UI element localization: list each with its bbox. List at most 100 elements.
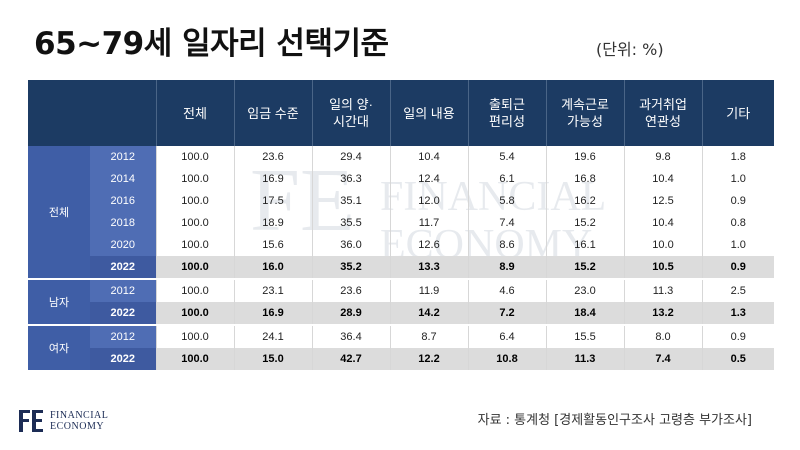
source-note: 자료 : 통계청 [경제활동인구조사 고령층 부가조사] [477, 413, 752, 428]
value-cell: 7.2 [467, 302, 546, 326]
column-header: 일의 내용 [389, 80, 468, 146]
value-cell: 23.1 [233, 279, 312, 302]
value-cell: 100.0 [155, 279, 234, 302]
table-row: 2022 100.0 16.9 28.9 14.2 7.2 18.4 13.2 1.3 [28, 302, 774, 326]
value-cell: 19.6 [545, 146, 624, 168]
value-cell: 16.1 [545, 234, 624, 256]
year-label: 2018 [90, 212, 156, 234]
year-label: 2020 [90, 234, 156, 256]
value-cell: 12.0 [389, 190, 468, 212]
value-cell: 23.6 [311, 279, 390, 302]
value-cell: 13.3 [389, 256, 468, 280]
column-header: 전체 [155, 80, 234, 146]
value-cell: 6.1 [467, 168, 546, 190]
value-cell: 16.0 [233, 256, 312, 280]
value-cell: 11.3 [545, 348, 624, 372]
value-cell: 15.0 [233, 348, 312, 372]
table-row: 2022 100.0 16.0 35.2 13.3 8.9 15.2 10.5 0.9 [28, 256, 774, 280]
header-corner [28, 80, 156, 146]
value-cell: 11.7 [389, 212, 468, 234]
value-cell: 16.8 [545, 168, 624, 190]
value-cell: 8.0 [623, 325, 702, 348]
value-cell: 35.1 [311, 190, 390, 212]
column-header: 출퇴근 편리성 [467, 80, 546, 146]
column-header: 기타 [701, 80, 774, 146]
brand-line1: FINANCIAL [50, 410, 109, 421]
value-cell: 10.4 [623, 212, 702, 234]
value-cell: 9.8 [623, 146, 702, 168]
value-cell: 2.5 [701, 279, 774, 302]
table-row: 2022 100.0 15.0 42.7 12.2 10.8 11.3 7.4 0.5 [28, 348, 774, 372]
value-cell: 12.6 [389, 234, 468, 256]
value-cell: 8.7 [389, 325, 468, 348]
value-cell: 0.8 [701, 212, 774, 234]
value-cell: 10.4 [623, 168, 702, 190]
value-cell: 12.2 [389, 348, 468, 372]
value-cell: 100.0 [155, 302, 234, 326]
table-header-row: 전체 임금 수준 일의 양· 시간대 일의 내용 출퇴근 편리성 계속근로 가능성 과거취업… [28, 80, 774, 146]
value-cell: 100.0 [155, 168, 234, 190]
value-cell: 8.6 [467, 234, 546, 256]
value-cell: 16.9 [233, 302, 312, 326]
value-cell: 24.1 [233, 325, 312, 348]
year-label: 2012 [90, 146, 156, 168]
value-cell: 36.0 [311, 234, 390, 256]
value-cell: 15.6 [233, 234, 312, 256]
year-label: 2012 [90, 279, 156, 302]
value-cell: 1.0 [701, 234, 774, 256]
value-cell: 12.5 [623, 190, 702, 212]
year-label: 2014 [90, 168, 156, 190]
value-cell: 17.5 [233, 190, 312, 212]
value-cell: 42.7 [311, 348, 390, 372]
year-label: 2022 [90, 256, 156, 280]
value-cell: 6.4 [467, 325, 546, 348]
value-cell: 0.9 [701, 256, 774, 280]
value-cell: 10.0 [623, 234, 702, 256]
value-cell: 11.9 [389, 279, 468, 302]
value-cell: 7.4 [623, 348, 702, 372]
column-header: 계속근로 가능성 [545, 80, 624, 146]
value-cell: 100.0 [155, 190, 234, 212]
value-cell: 12.4 [389, 168, 468, 190]
value-cell: 100.0 [155, 234, 234, 256]
table-row: 남자 2012 100.0 23.1 23.6 11.9 4.6 23.0 11.3 2.5 [28, 279, 774, 326]
value-cell: 23.0 [545, 279, 624, 302]
value-cell: 35.2 [311, 256, 390, 280]
value-cell: 0.9 [701, 325, 774, 348]
year-label: 2022 [90, 302, 156, 326]
unit-label: (단위: %) [596, 40, 664, 59]
value-cell: 18.4 [545, 302, 624, 326]
column-header: 임금 수준 [233, 80, 312, 146]
value-cell: 36.3 [311, 168, 390, 190]
table-row: 2020 100.0 15.6 36.0 12.6 8.6 16.1 10.0 1.0 [28, 234, 774, 256]
value-cell: 4.6 [467, 279, 546, 302]
year-label: 2016 [90, 190, 156, 212]
table-row: 전체 2012 100.0 23.6 29.4 10.4 5.4 19.6 9.8 1.8 [28, 146, 774, 280]
value-cell: 0.9 [701, 190, 774, 212]
value-cell: 11.3 [623, 279, 702, 302]
value-cell: 10.8 [467, 348, 546, 372]
value-cell: 10.5 [623, 256, 702, 280]
value-cell: 100.0 [155, 212, 234, 234]
value-cell: 14.2 [389, 302, 468, 326]
year-label: 2012 [90, 325, 156, 348]
value-cell: 13.2 [623, 302, 702, 326]
value-cell: 5.8 [467, 190, 546, 212]
value-cell: 28.9 [311, 302, 390, 326]
value-cell: 16.9 [233, 168, 312, 190]
value-cell: 15.5 [545, 325, 624, 348]
page-title: 65~79세 일자리 선택기준 [34, 26, 389, 62]
value-cell: 10.4 [389, 146, 468, 168]
value-cell: 35.5 [311, 212, 390, 234]
table-row: 2016 100.0 17.5 35.1 12.0 5.8 16.2 12.5 0.9 [28, 190, 774, 212]
table-row: 2014 100.0 16.9 36.3 12.4 6.1 16.8 10.4 1.0 [28, 168, 774, 190]
value-cell: 16.2 [545, 190, 624, 212]
value-cell: 1.3 [701, 302, 774, 326]
column-header: 과거취업 연관성 [623, 80, 702, 146]
group-label: 전체 [28, 146, 90, 280]
brand-logo-icon [16, 406, 46, 436]
year-label: 2022 [90, 348, 156, 372]
value-cell: 1.8 [701, 146, 774, 168]
value-cell: 18.9 [233, 212, 312, 234]
table-row: 2018 100.0 18.9 35.5 11.7 7.4 15.2 10.4 0.8 [28, 212, 774, 234]
